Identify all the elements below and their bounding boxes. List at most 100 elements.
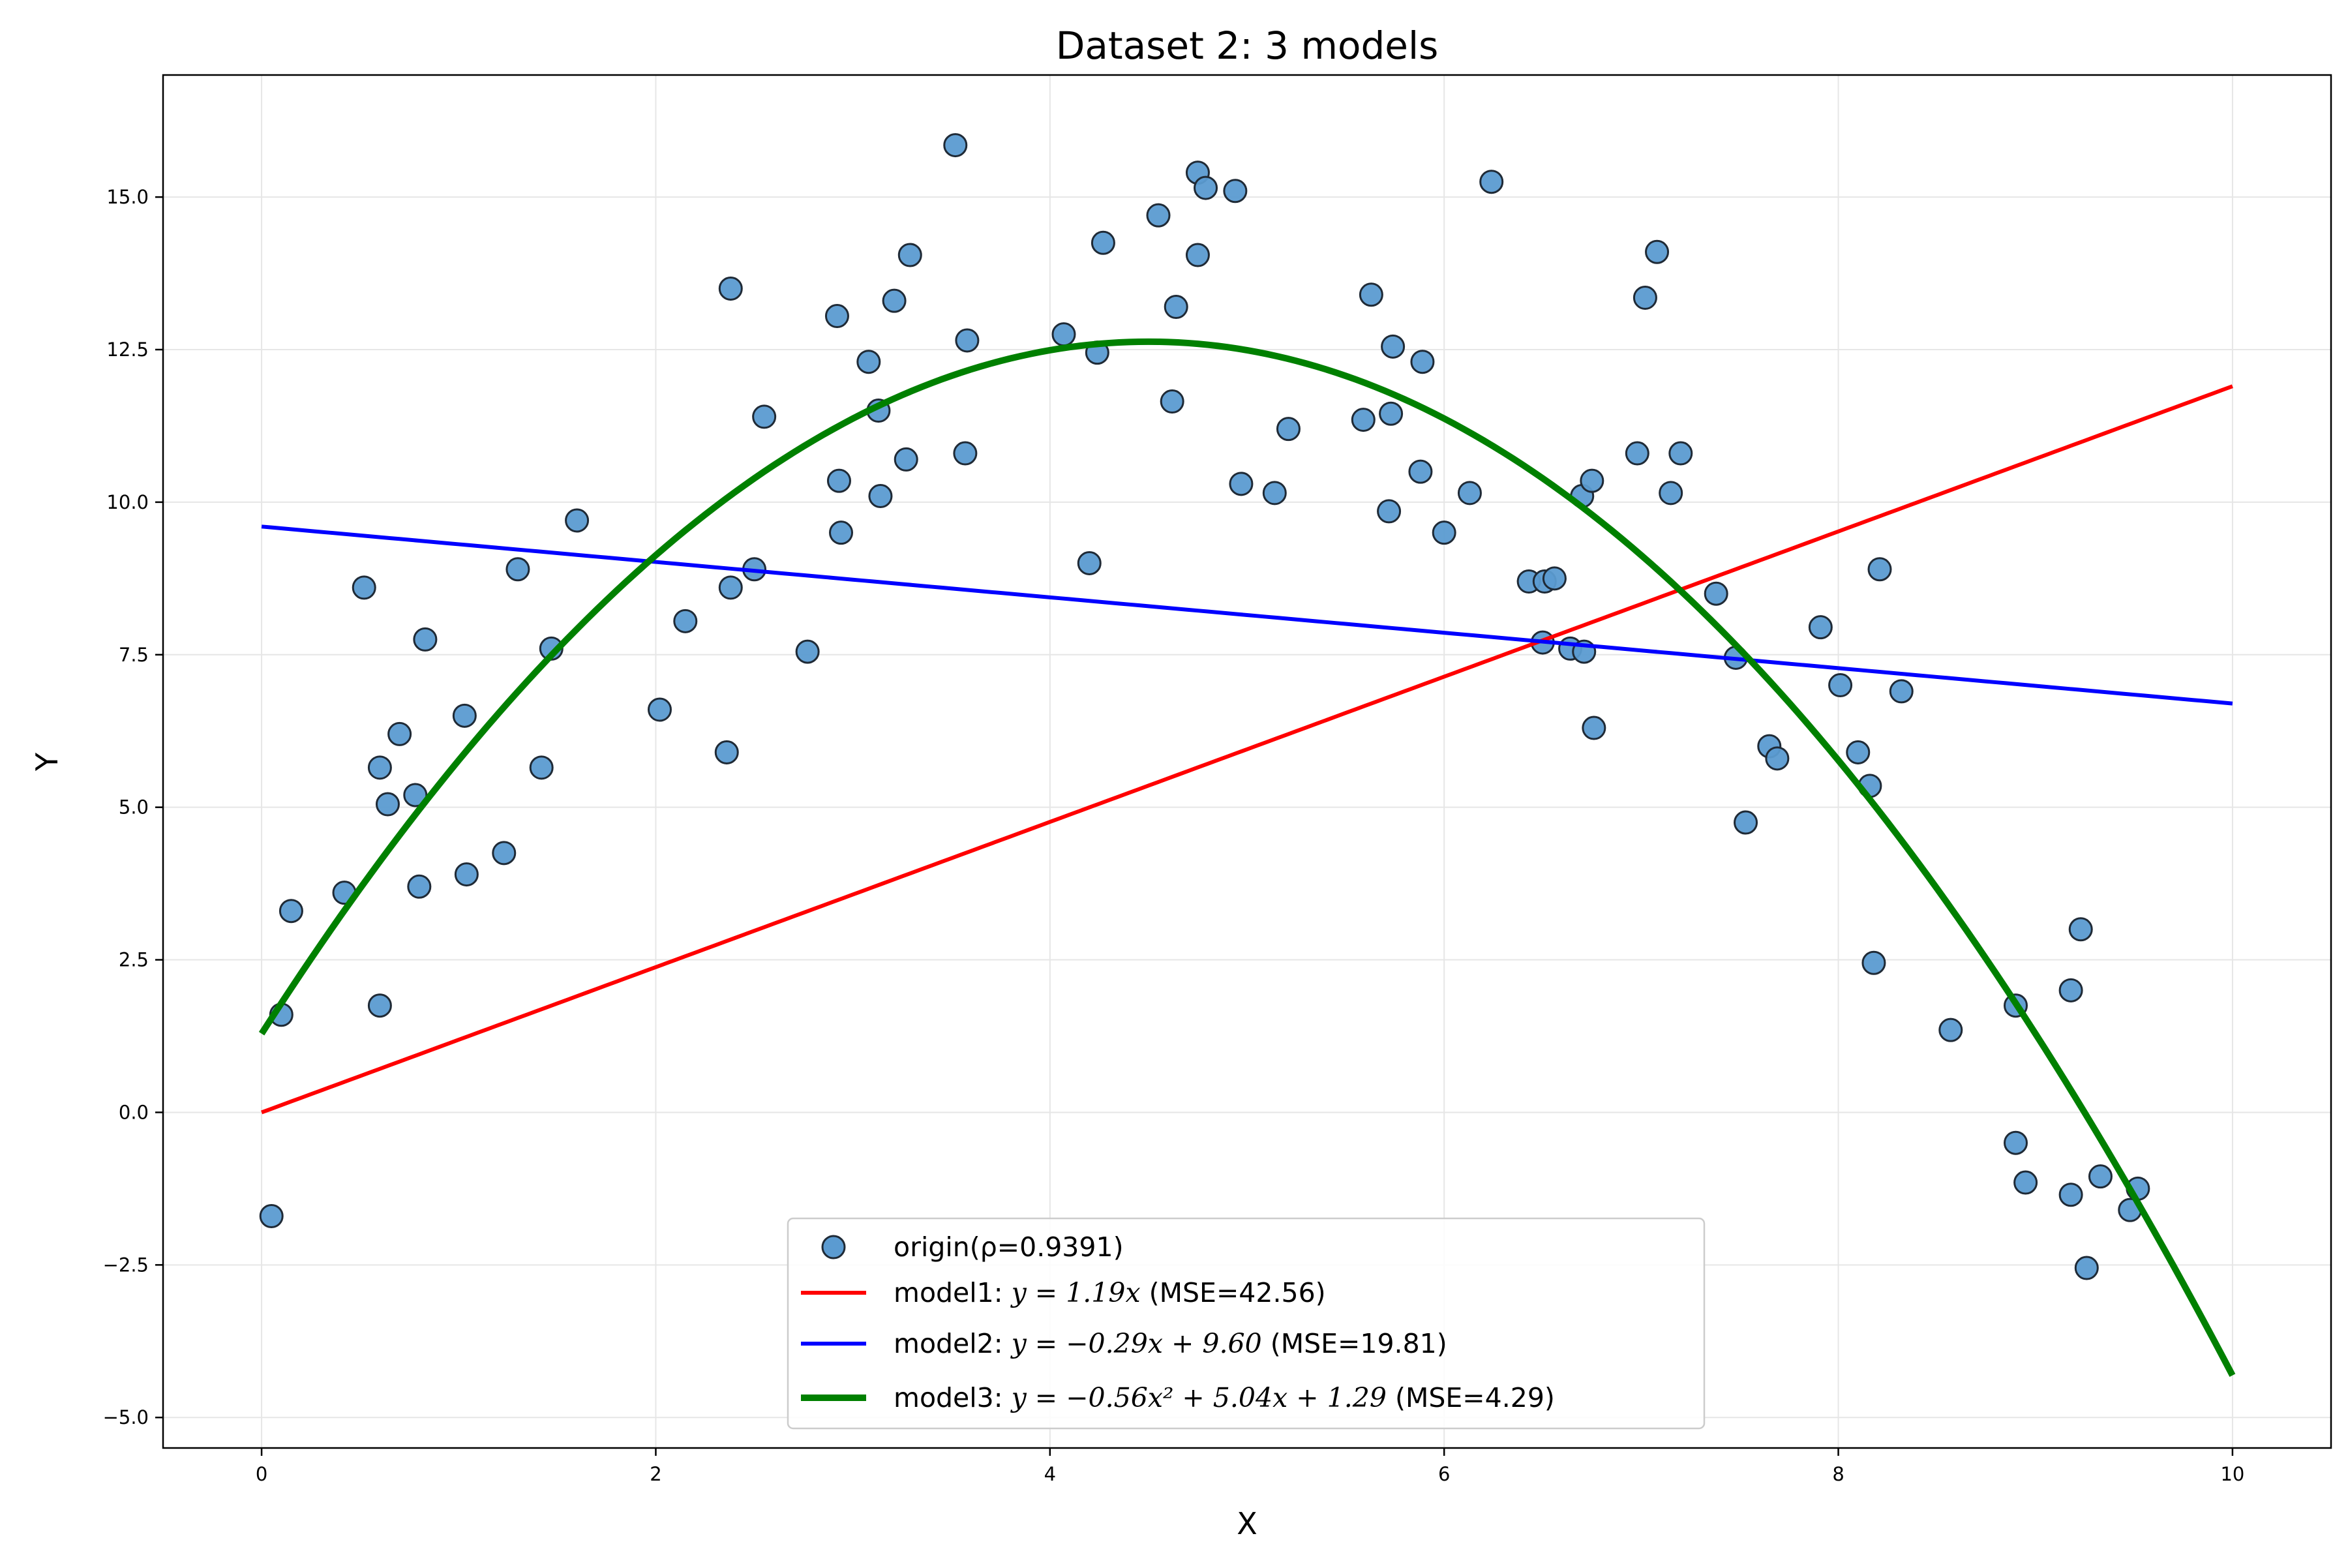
scatter-point: [1359, 282, 1383, 307]
scatter-point: [1765, 746, 1790, 771]
scatter-point: [795, 639, 820, 664]
scatter-point: [1377, 499, 1402, 524]
scatter-point: [2068, 917, 2093, 942]
y-tick-label: 7.5: [119, 644, 149, 666]
scatter-point: [529, 755, 554, 780]
scatter-point: [1867, 557, 1892, 582]
scatter-point: [2058, 1183, 2083, 1207]
scatter-point: [1938, 1018, 1963, 1042]
scatter-point: [752, 404, 777, 429]
scatter-point: [2074, 1256, 2099, 1280]
series-line-1: [261, 384, 2233, 1115]
axis-ticks: 0 2 4 6 8 10 −5.0 −2.5 0.0 2.5 5.0 7.5 10.0 12.5 15.0: [103, 186, 2245, 1485]
scatter-point: [259, 1203, 284, 1228]
scatter-point: [1160, 389, 1184, 414]
scatter-point: [955, 328, 980, 353]
series-line-3: [258, 338, 2236, 1377]
legend-label-origin: origin(ρ=0.9391): [894, 1231, 1124, 1263]
legend: origin(ρ=0.9391) model1: y = 1.19x (MSE=4…: [787, 1217, 1706, 1430]
scatter-point: [868, 484, 893, 509]
scatter-point: [1846, 740, 1871, 764]
scatter-point: [2013, 1170, 2038, 1195]
x-axis-label: X: [1237, 1506, 1257, 1541]
scatter-point: [1542, 566, 1567, 591]
scatter-point: [1432, 520, 1456, 545]
scatter-point: [1479, 170, 1504, 194]
scatter-point: [1734, 810, 1758, 835]
y-tick-label: 5.0: [119, 796, 149, 819]
scatter-point: [1861, 950, 1886, 975]
scatter-point: [1645, 239, 1670, 264]
scatter-point: [897, 243, 922, 267]
scatter-point: [1351, 408, 1376, 432]
scatter-point: [943, 133, 968, 158]
scatter-point: [407, 874, 432, 899]
legend-marker-origin: [821, 1235, 846, 1259]
scatter-point: [1379, 401, 1404, 426]
scatter-point: [2004, 1130, 2028, 1155]
scatter-point: [647, 697, 672, 722]
scatter-point: [1194, 175, 1218, 200]
scatter-point: [1223, 179, 1248, 204]
scatter-point: [352, 575, 376, 600]
scatter-point: [1625, 441, 1649, 466]
plot-area: [258, 133, 2236, 1377]
x-tick-label: 4: [1044, 1463, 1056, 1485]
scatter-point: [375, 792, 400, 817]
y-tick-label: 12.5: [106, 339, 149, 361]
scatter-point: [1051, 322, 1076, 347]
scatter-point: [1828, 673, 1853, 698]
scatter-point: [413, 627, 438, 652]
scatter-point: [278, 899, 303, 924]
scatter-point: [1381, 334, 1406, 359]
scatter-point: [714, 740, 739, 764]
scatter-point: [2058, 978, 2083, 1003]
scatter-point: [1704, 581, 1728, 606]
scatter-point: [1262, 481, 1287, 505]
scatter-point: [1408, 459, 1433, 484]
scatter-point: [718, 575, 743, 600]
chart-title: Dataset 2: 3 models: [1056, 23, 1439, 68]
legend-label-1: model1: y = 1.19x (MSE=42.56): [894, 1277, 1326, 1308]
series-line-2: [261, 524, 2233, 706]
scatter-point: [673, 609, 698, 633]
scatter-point: [856, 350, 881, 374]
scatter-point: [829, 520, 854, 545]
scatter-point: [492, 841, 517, 866]
y-axis-label: Y: [29, 752, 65, 772]
scatter-point: [1580, 468, 1604, 493]
y-tick-label: −2.5: [103, 1254, 149, 1276]
scatter-point: [2088, 1164, 2113, 1189]
scatter-point: [454, 862, 479, 887]
scatter-point: [1276, 417, 1301, 442]
scatter-point: [505, 557, 530, 582]
scatter-point: [387, 721, 412, 746]
scatter-point: [1668, 441, 1693, 466]
y-tick-label: −5.0: [103, 1406, 149, 1428]
x-tick-label: 6: [1438, 1463, 1450, 1485]
scatter-point: [894, 447, 918, 472]
scatter-point: [1146, 203, 1171, 228]
legend-label-3: model3: y = −0.56x² + 5.04x + 1.29 (MSE=…: [894, 1382, 1555, 1413]
y-tick-label: 15.0: [106, 186, 149, 208]
scatter-point: [953, 441, 978, 466]
x-tick-label: 0: [256, 1463, 267, 1485]
plot-frame: [162, 74, 2332, 1449]
y-tick-label: 0.0: [119, 1101, 149, 1123]
scatter-point: [367, 993, 392, 1018]
x-tick-label: 8: [1832, 1463, 1844, 1485]
scatter-point: [1582, 716, 1606, 740]
scatter-point: [452, 703, 477, 728]
legend-box: [787, 1217, 1706, 1430]
scatter-point: [1889, 679, 1914, 704]
y-tick-label: 10.0: [106, 491, 149, 513]
scatter-point: [826, 468, 851, 493]
scatter-point: [1091, 230, 1115, 255]
scatter-point: [1633, 285, 1657, 310]
scatter-point: [882, 288, 907, 313]
scatter-point: [824, 304, 849, 329]
scatter-point: [1808, 615, 1833, 640]
scatter-point: [367, 755, 392, 780]
